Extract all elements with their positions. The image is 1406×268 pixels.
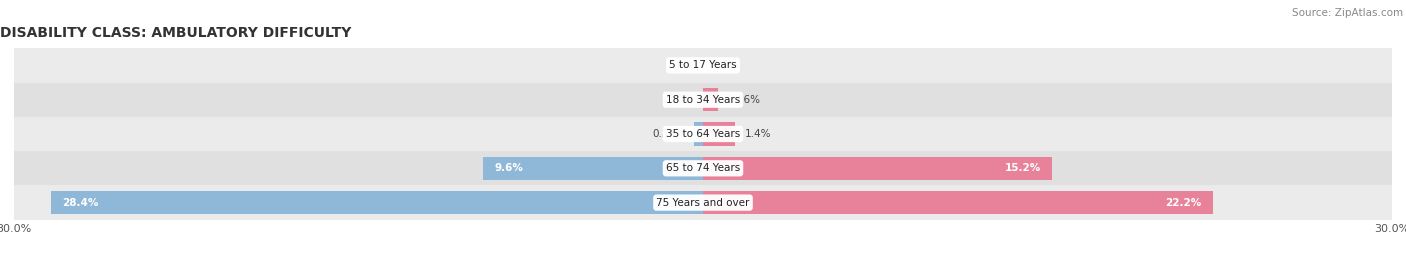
Text: 75 Years and over: 75 Years and over xyxy=(657,198,749,208)
Text: 0.38%: 0.38% xyxy=(652,129,685,139)
Bar xyxy=(14,117,1392,151)
Text: 28.4%: 28.4% xyxy=(62,198,98,208)
Bar xyxy=(703,157,1052,180)
Bar xyxy=(14,83,1392,117)
Text: 0.0%: 0.0% xyxy=(668,60,693,70)
Text: Source: ZipAtlas.com: Source: ZipAtlas.com xyxy=(1292,8,1403,18)
Bar xyxy=(482,157,703,180)
Text: 1.4%: 1.4% xyxy=(744,129,770,139)
Bar xyxy=(14,48,1392,83)
Text: 0.66%: 0.66% xyxy=(727,95,761,105)
Bar xyxy=(51,191,703,214)
Text: 18 to 34 Years: 18 to 34 Years xyxy=(666,95,740,105)
Bar xyxy=(14,151,1392,185)
Bar xyxy=(695,122,703,146)
Text: 22.2%: 22.2% xyxy=(1166,198,1201,208)
Bar xyxy=(703,191,1213,214)
Text: 35 to 64 Years: 35 to 64 Years xyxy=(666,129,740,139)
Text: 5 to 17 Years: 5 to 17 Years xyxy=(669,60,737,70)
Text: 15.2%: 15.2% xyxy=(1004,163,1040,173)
Text: 65 to 74 Years: 65 to 74 Years xyxy=(666,163,740,173)
Bar xyxy=(703,88,718,111)
Text: DISABILITY CLASS: AMBULATORY DIFFICULTY: DISABILITY CLASS: AMBULATORY DIFFICULTY xyxy=(0,26,352,40)
Text: 9.6%: 9.6% xyxy=(494,163,523,173)
Text: 0.0%: 0.0% xyxy=(713,60,738,70)
Text: 0.0%: 0.0% xyxy=(668,95,693,105)
Bar xyxy=(14,185,1392,220)
Bar xyxy=(703,122,735,146)
